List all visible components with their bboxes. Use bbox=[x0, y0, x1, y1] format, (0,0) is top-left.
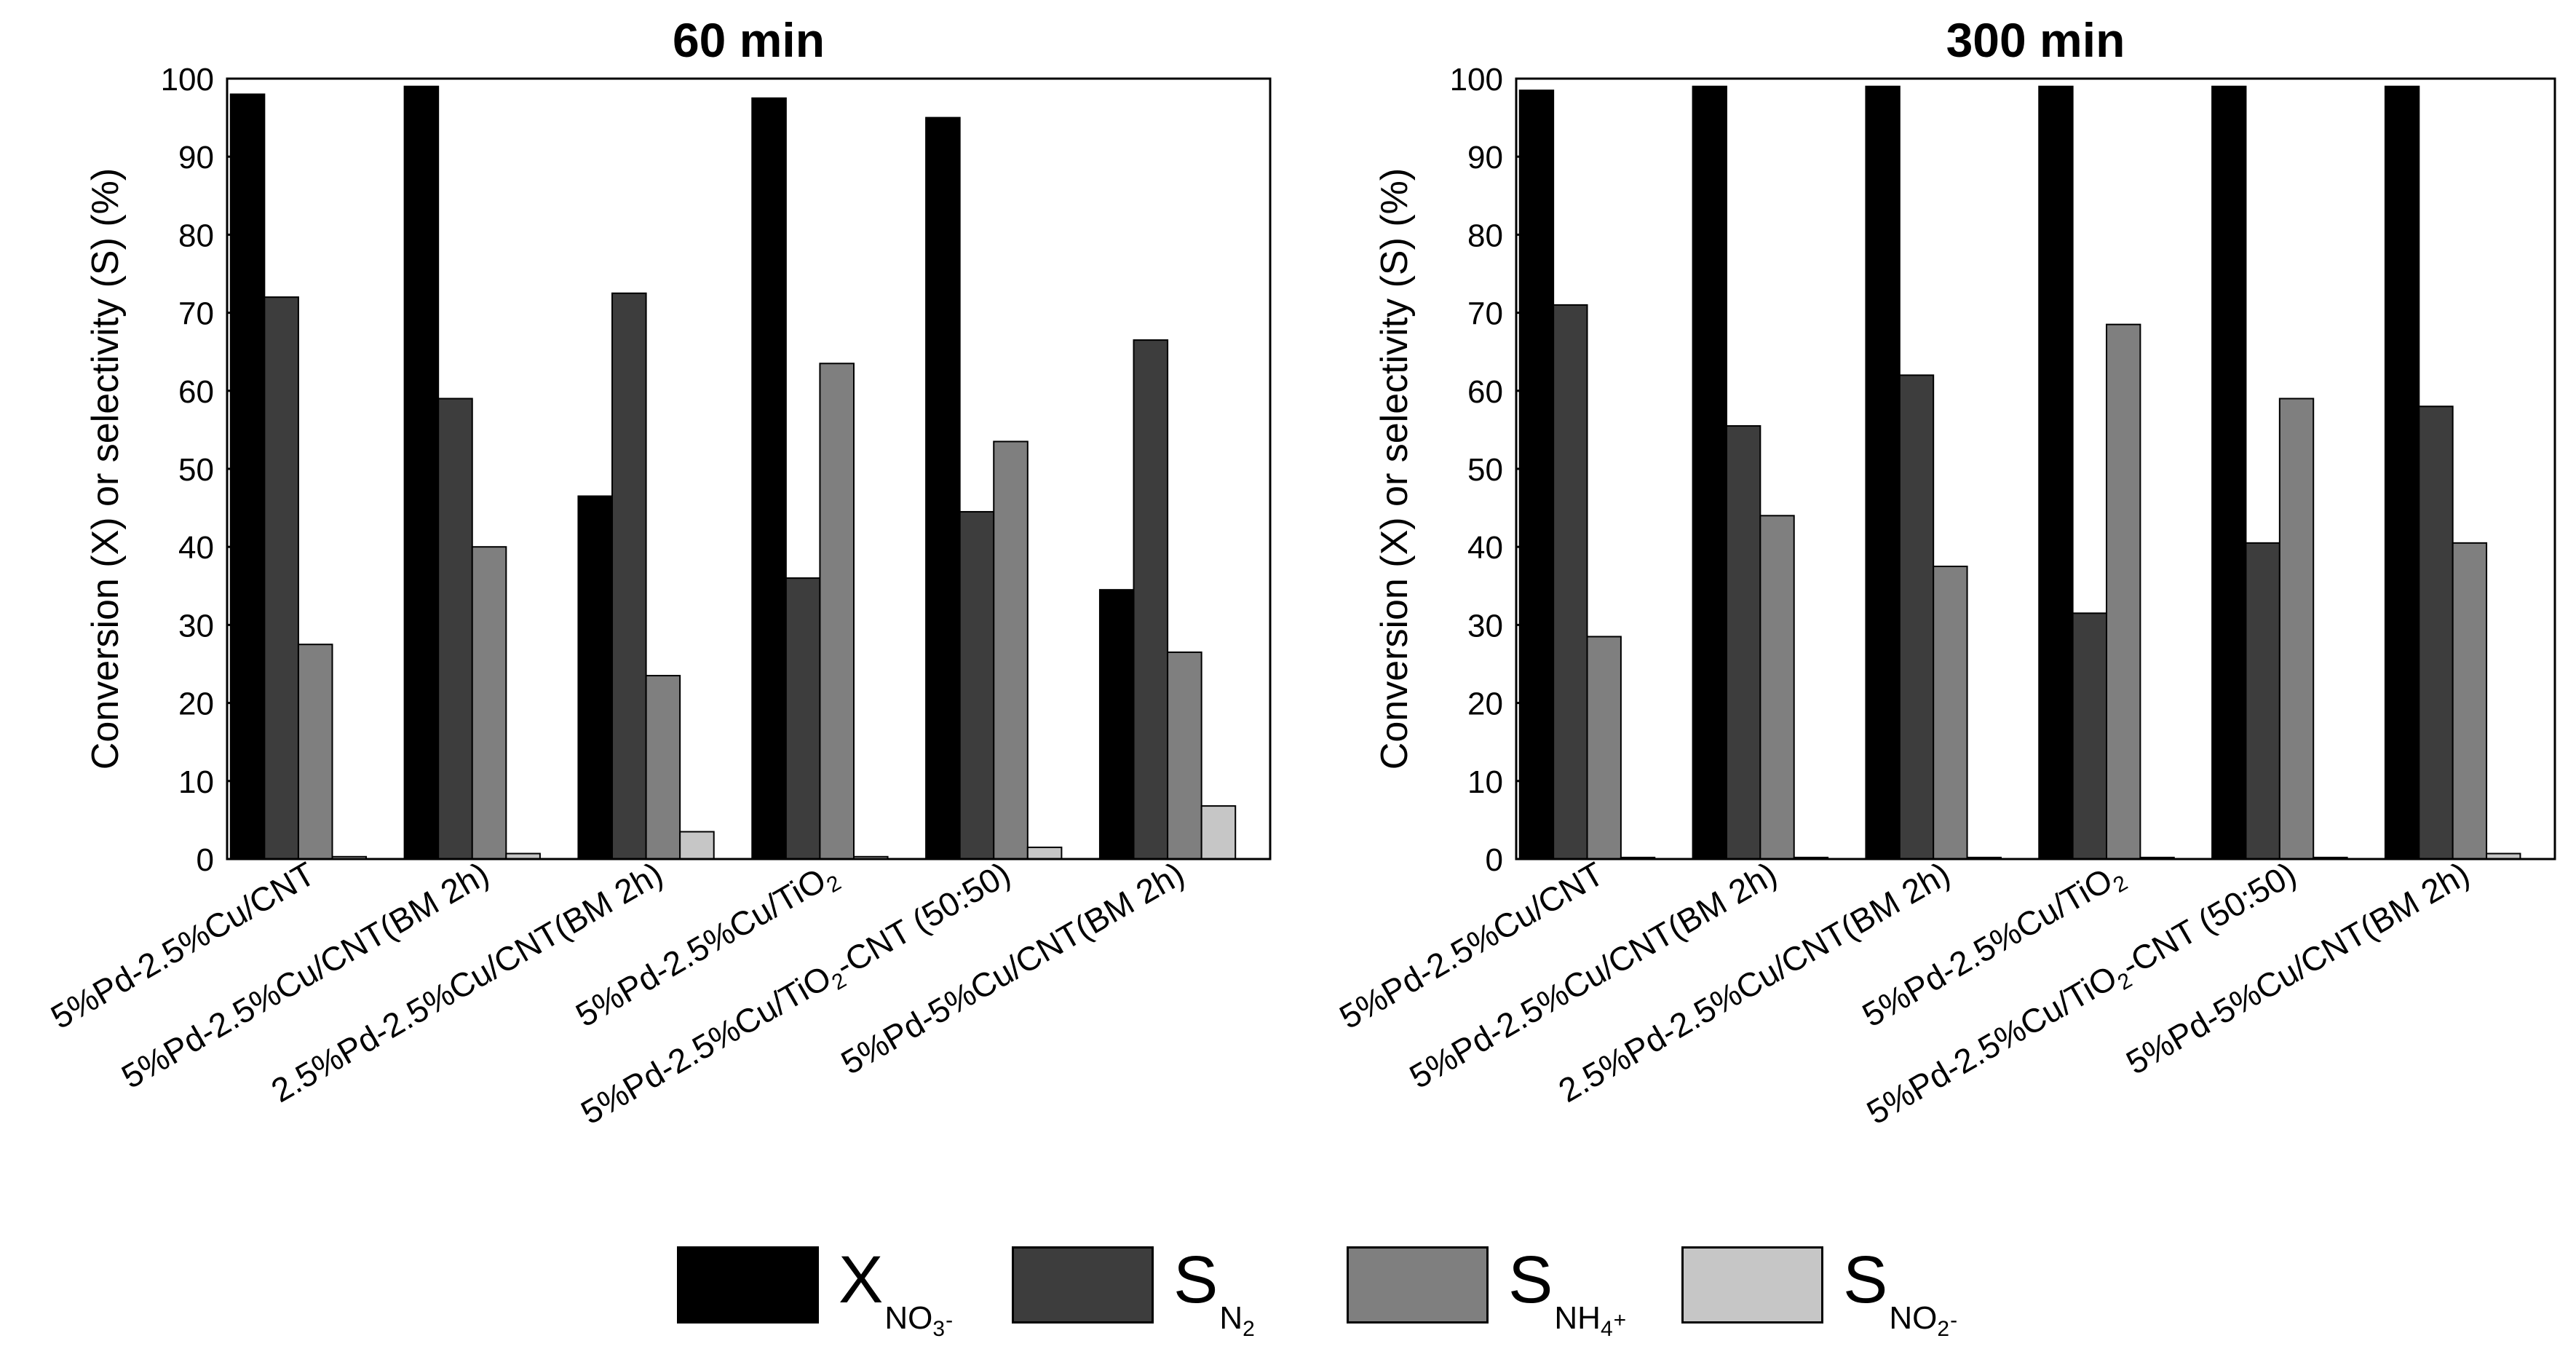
legend-swatch bbox=[1012, 1246, 1154, 1324]
legend-label-sub: N bbox=[1219, 1300, 1243, 1336]
bar-s-nh4- bbox=[471, 546, 507, 860]
bar-x-no3- bbox=[403, 85, 440, 860]
legend-label-sub2: 3 bbox=[932, 1317, 946, 1341]
bar-x-no3- bbox=[1518, 90, 1555, 860]
legend-label-sub2: 2 bbox=[1243, 1317, 1255, 1341]
chart-title: 300 min bbox=[1946, 13, 2125, 67]
y-tick-label: 20 bbox=[1467, 687, 1503, 722]
bar-s-n2 bbox=[2418, 405, 2454, 860]
y-tick-label: 80 bbox=[1467, 218, 1503, 253]
y-tick-label: 40 bbox=[178, 530, 214, 566]
legend-label-sup: - bbox=[1950, 1308, 1958, 1332]
y-tick-label: 10 bbox=[1467, 764, 1503, 800]
bar-s-n2 bbox=[611, 292, 647, 860]
legend: XNO3- SN2 SNH4+ SNO2- bbox=[677, 1238, 2133, 1340]
y-tick-label: 90 bbox=[1467, 140, 1503, 175]
bar-s-nh4- bbox=[645, 675, 681, 860]
y-tick-label: 20 bbox=[178, 687, 214, 722]
y-axis-label: Conversion (X) or selectivity (S) (%) bbox=[1374, 168, 1416, 769]
y-tick-label: 80 bbox=[178, 218, 214, 253]
bar-s-n2 bbox=[2245, 542, 2280, 860]
y-tick-label: 70 bbox=[178, 296, 214, 332]
legend-label-sub2: 2 bbox=[1937, 1317, 1950, 1341]
bar-s-n2 bbox=[263, 296, 299, 860]
legend-label-sup: - bbox=[946, 1308, 954, 1332]
legend-label-sub: NO bbox=[1889, 1300, 1938, 1336]
legend-label: SN2 bbox=[1173, 1246, 1256, 1340]
plot-frame bbox=[226, 77, 1272, 860]
legend-label: SNO2- bbox=[1843, 1246, 1957, 1340]
bar-x-no3- bbox=[1865, 85, 1901, 860]
bar-s-no2- bbox=[1200, 805, 1237, 860]
y-tick-label: 70 bbox=[1467, 296, 1503, 332]
legend-swatch bbox=[1347, 1246, 1489, 1324]
bar-x-no3- bbox=[2384, 85, 2420, 860]
legend-label: SNH4+ bbox=[1508, 1246, 1626, 1340]
plot-frame bbox=[1515, 77, 2556, 860]
y-tick-label: 100 bbox=[1450, 62, 1503, 98]
bar-s-nh4- bbox=[2278, 397, 2315, 860]
y-tick-label: 10 bbox=[178, 764, 214, 800]
y-axis-label: Conversion (X) or selectivity (S) (%) bbox=[84, 168, 127, 769]
legend-label-main: X bbox=[839, 1243, 884, 1317]
bar-s-n2 bbox=[2072, 612, 2108, 860]
bar-x-no3- bbox=[229, 93, 266, 860]
bar-s-n2 bbox=[785, 577, 821, 860]
legend-label-sub: NH bbox=[1554, 1300, 1601, 1336]
y-tick-label: 50 bbox=[178, 452, 214, 488]
y-tick-label: 60 bbox=[1467, 374, 1503, 410]
bar-x-no3- bbox=[1098, 589, 1135, 860]
y-tick-label: 90 bbox=[178, 140, 214, 175]
bar-x-no3- bbox=[2211, 85, 2247, 860]
y-tick-label: 100 bbox=[161, 62, 214, 98]
y-tick-label: 30 bbox=[178, 608, 214, 644]
y-tick-label: 40 bbox=[1467, 530, 1503, 566]
bar-s-no2- bbox=[1026, 846, 1063, 860]
legend-label-sub: NO bbox=[884, 1300, 933, 1336]
bar-x-no3- bbox=[751, 97, 787, 860]
chart-60-min: 60 min Conversion (X) or selectivity (S) … bbox=[44, 13, 1272, 1131]
legend-label-main: S bbox=[1843, 1243, 1888, 1317]
y-tick-label: 30 bbox=[1467, 608, 1503, 644]
bar-s-nh4- bbox=[297, 644, 333, 860]
y-tick-label: 50 bbox=[1467, 452, 1503, 488]
bar-s-nh4- bbox=[2452, 542, 2488, 860]
legend-label-main: S bbox=[1508, 1243, 1553, 1317]
bar-s-no2- bbox=[679, 831, 715, 860]
y-tick-label: 0 bbox=[1486, 842, 1503, 878]
y-tick-label: 0 bbox=[197, 842, 214, 878]
chart-title: 60 min bbox=[673, 13, 825, 67]
bar-x-no3- bbox=[577, 495, 614, 860]
bar-s-nh4- bbox=[1759, 515, 1795, 860]
chart-300-min: 300 min Conversion (X) or selectivity (S)… bbox=[1333, 13, 2556, 1131]
legend-label-sub2: 4 bbox=[1600, 1317, 1613, 1341]
legend-swatch bbox=[677, 1246, 819, 1324]
bar-s-n2 bbox=[437, 397, 473, 860]
y-tick-label: 60 bbox=[178, 374, 214, 410]
legend-label-main: S bbox=[1173, 1243, 1218, 1317]
bar-s-n2 bbox=[1553, 304, 1588, 860]
legend-swatch bbox=[1681, 1246, 1823, 1324]
bar-s-n2 bbox=[1725, 425, 1761, 860]
legend-label-sup: + bbox=[1613, 1308, 1627, 1332]
bar-s-nh4- bbox=[1933, 566, 1968, 860]
bar-x-no3- bbox=[1692, 85, 1727, 860]
bar-s-nh4- bbox=[1586, 636, 1622, 860]
bar-s-n2 bbox=[959, 510, 995, 860]
bar-s-nh4- bbox=[993, 440, 1029, 860]
bar-s-nh4- bbox=[2106, 323, 2141, 860]
bar-x-no3- bbox=[925, 116, 961, 860]
bar-x-no3- bbox=[2038, 85, 2074, 860]
bar-s-nh4- bbox=[819, 363, 855, 860]
bar-s-n2 bbox=[1898, 374, 1935, 860]
bar-s-nh4- bbox=[1167, 651, 1202, 860]
legend-label: XNO3- bbox=[839, 1246, 953, 1340]
bar-s-n2 bbox=[1133, 339, 1169, 860]
